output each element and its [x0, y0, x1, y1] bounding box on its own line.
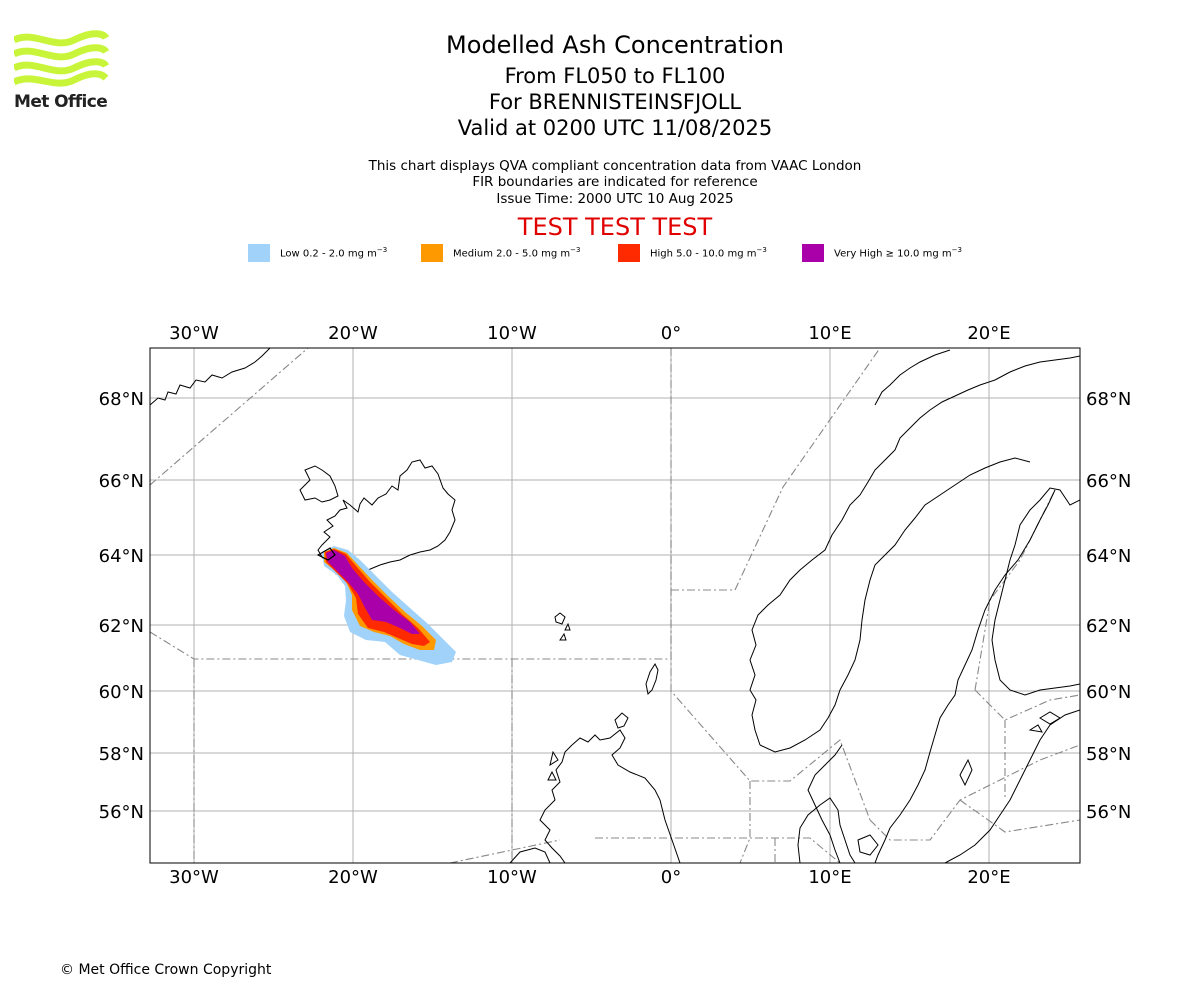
- coastlines: [150, 348, 1080, 863]
- legend-item-low: Low 0.2 - 2.0 mg m−3: [248, 244, 387, 262]
- tick-labels: 30°W 20°W 10°W 0° 10°E 20°E 30°W 20°W 10…: [99, 323, 1132, 888]
- ash-very-high-region: [326, 550, 420, 634]
- coastline-greenland: [150, 348, 271, 406]
- lat-label-left-6: 56°N: [99, 802, 144, 823]
- coastline-scotland-west: [539, 744, 573, 863]
- volcano-name: For BRENNISTEINSFJOLL: [488, 90, 742, 114]
- lat-label-right-0: 68°N: [1086, 389, 1131, 410]
- lon-label-bottom-3: 0°: [661, 867, 681, 888]
- coastline-faroe: [554, 612, 571, 641]
- lon-label-bottom-0: 30°W: [169, 867, 219, 888]
- coastline-zealand: [857, 834, 879, 856]
- lat-label-left-5: 58°N: [99, 744, 144, 765]
- lat-label-right-2: 64°N: [1086, 546, 1131, 567]
- legend-item-medium: Medium 2.0 - 5.0 mg m−3: [421, 244, 580, 262]
- fir-boundary-south: [449, 839, 561, 863]
- chart-title: Modelled Ash Concentration: [446, 31, 784, 59]
- met-office-logo: [14, 30, 110, 87]
- issue-time: Issue Time: 2000 UTC 10 Aug 2025: [496, 191, 734, 207]
- coastline-finland: [991, 487, 1080, 696]
- coastline-norway: [749, 355, 1080, 746]
- lon-label-top-1: 20°W: [328, 323, 378, 344]
- fir-boundary-north-sea: [595, 837, 841, 863]
- lon-label-bottom-2: 10°W: [487, 867, 537, 888]
- legend-label-high: High 5.0 - 10.0 mg m−3: [650, 246, 767, 260]
- legend-item-very-high: Very High ≥ 10.0 mg m−3: [802, 244, 962, 262]
- info-line-fir: FIR boundaries are indicated for referen…: [472, 174, 758, 190]
- copyright-notice: © Met Office Crown Copyright: [60, 962, 272, 978]
- fir-boundary-baltic-south: [959, 799, 1080, 833]
- legend-label-very-high: Very High ≥ 10.0 mg m−3: [834, 246, 962, 260]
- lon-label-bottom-5: 20°E: [967, 867, 1010, 888]
- lon-label-top-4: 10°E: [808, 323, 851, 344]
- legend-item-high: High 5.0 - 10.0 mg m−3: [618, 244, 767, 262]
- lon-label-top-2: 10°W: [487, 323, 537, 344]
- lat-label-right-4: 60°N: [1086, 682, 1131, 703]
- map-gridlines: [150, 348, 1080, 863]
- coastline-sweden-east: [874, 489, 1056, 863]
- legend-swatch-high: [618, 244, 640, 262]
- legend-swatch-medium: [421, 244, 443, 262]
- fir-boundary-norway-west: [671, 348, 881, 591]
- ash-plume: [322, 546, 456, 665]
- lat-label-left-1: 66°N: [99, 471, 144, 492]
- fir-boundary-baltic: [869, 744, 1080, 841]
- map-frame: [149, 347, 1081, 864]
- coastline-denmark: [797, 797, 856, 863]
- lat-label-left-4: 60°N: [99, 682, 144, 703]
- met-office-logo-text: Met Office: [14, 92, 108, 112]
- fir-boundaries: [150, 348, 1080, 863]
- fir-boundary-finland-south: [974, 689, 1080, 721]
- lon-label-top-0: 30°W: [169, 323, 219, 344]
- coastline-orkney: [614, 712, 629, 729]
- fir-boundary-norway-sw: [670, 348, 871, 821]
- lat-label-left-3: 62°N: [99, 616, 144, 637]
- lat-label-right-3: 62°N: [1086, 616, 1131, 637]
- valid-time: Valid at 0200 UTC 11/08/2025: [457, 116, 773, 140]
- coastline-baltics: [944, 709, 1080, 863]
- legend-swatch-low: [248, 244, 270, 262]
- lat-label-right-5: 58°N: [1086, 744, 1131, 765]
- info-line-qva: This chart displays QVA compliant concen…: [368, 158, 862, 174]
- coastline-hebrides: [547, 750, 559, 781]
- lat-label-left-0: 68°N: [99, 389, 144, 410]
- flight-level-range: From FL050 to FL100: [504, 64, 726, 88]
- met-office-wave-icon: [14, 30, 110, 87]
- coastline-iceland: [317, 459, 456, 579]
- lon-label-bottom-4: 10°E: [808, 867, 851, 888]
- volcano-marker: [316, 547, 336, 561]
- coastline-sweden-west: [807, 744, 843, 863]
- coastline-lofoten: [874, 349, 951, 406]
- coastline-iceland-westfjords: [299, 465, 339, 503]
- fir-boundary-north-sea-inner: [739, 781, 751, 863]
- lon-label-top-3: 0°: [661, 323, 681, 344]
- lon-label-top-5: 20°E: [967, 323, 1010, 344]
- coastline-baltic-islands: [1028, 711, 1061, 733]
- fir-boundary-sweden-finland: [974, 489, 1056, 691]
- legend-swatch-very-high: [802, 244, 824, 262]
- legend-label-medium: Medium 2.0 - 5.0 mg m−3: [453, 246, 581, 260]
- lat-label-right-1: 66°N: [1086, 471, 1131, 492]
- coastline-scotland-east: [571, 729, 681, 863]
- lon-label-bottom-1: 20°W: [328, 867, 378, 888]
- coastline-shetland: [645, 662, 659, 696]
- coastline-gotland: [959, 758, 973, 787]
- coastline-norway-sweden-border: [759, 457, 1031, 753]
- legend-label-low: Low 0.2 - 2.0 mg m−3: [280, 246, 388, 260]
- fir-boundary-greenland: [150, 348, 309, 486]
- lat-label-left-2: 64°N: [99, 546, 144, 567]
- lat-label-right-6: 56°N: [1086, 802, 1131, 823]
- coastline-ireland: [509, 847, 551, 863]
- test-banner: TEST TEST TEST: [517, 213, 713, 241]
